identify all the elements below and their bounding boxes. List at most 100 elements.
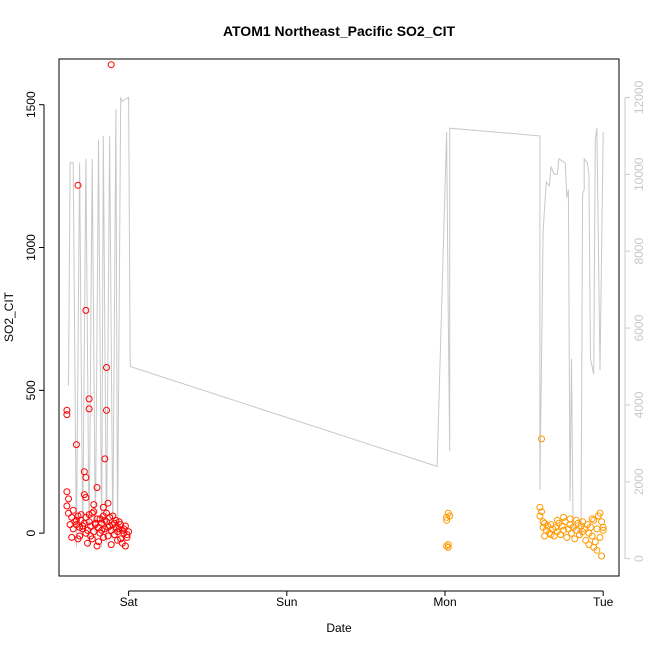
series-2-point <box>593 525 601 533</box>
series-2-point <box>579 518 587 526</box>
series-1-point <box>72 441 80 449</box>
y-axis-label: SO2_CIT <box>2 291 16 342</box>
series-1-point <box>107 541 115 549</box>
series-1-point <box>63 411 71 419</box>
series-1-point <box>103 509 110 517</box>
series-1-point <box>96 515 104 523</box>
series-1-point <box>104 499 112 507</box>
series-1-point <box>98 526 106 534</box>
series-1-point <box>120 525 128 533</box>
series-1-point <box>104 532 112 540</box>
series-2-point <box>599 523 607 531</box>
plot-frame <box>58 58 620 577</box>
series-1-point <box>93 484 101 491</box>
series-1-point <box>91 519 99 527</box>
series-2-point <box>553 516 561 524</box>
series-2-point <box>444 543 452 551</box>
series-1-point <box>99 533 107 541</box>
y-tick-label: 500 <box>24 380 38 400</box>
series-1-point <box>104 523 112 531</box>
series-1-point <box>85 395 93 403</box>
series-1-point <box>123 531 131 539</box>
series-1-point <box>115 518 123 526</box>
series-2-point <box>571 535 579 543</box>
series-2-point <box>446 512 454 520</box>
series-2-point <box>444 541 452 549</box>
x-axis: Sat Sun Mon Tue <box>120 590 614 609</box>
series-2-point <box>566 515 574 523</box>
series-1-point <box>107 61 115 69</box>
series-2-point <box>560 513 568 521</box>
y-tick-label: 1500 <box>24 91 38 118</box>
series-2-point <box>598 552 606 560</box>
y-right-tick-label: 12000 <box>632 80 646 114</box>
series-2-point <box>590 516 598 524</box>
series-1-point <box>117 535 125 543</box>
x-tick-label: Sun <box>276 595 297 609</box>
series-1-point <box>65 495 72 503</box>
series-1-point <box>101 455 109 463</box>
series-1-point <box>93 542 101 550</box>
series-2-point <box>538 508 545 516</box>
series-2-point <box>443 542 451 550</box>
series-2-point <box>599 526 607 534</box>
series-1-point <box>74 535 82 543</box>
series-2-point <box>541 532 549 540</box>
x-axis-label: Date <box>326 621 352 635</box>
x-tick-label: Tue <box>593 595 614 609</box>
y-right-tick-label: 8000 <box>632 238 646 265</box>
y-tick-label: 1000 <box>24 234 38 261</box>
series-2-point <box>560 526 568 534</box>
series-2-point <box>563 533 571 541</box>
series-1-point <box>69 525 77 533</box>
series-2-point <box>588 532 596 540</box>
x-tick-label: Mon <box>433 595 456 609</box>
series-1-point <box>115 525 123 533</box>
series-1-point <box>68 533 76 541</box>
series-1-point <box>82 306 90 314</box>
series-2-point <box>538 435 545 443</box>
series-1-point <box>79 522 87 530</box>
series-1-point <box>82 494 90 501</box>
y-axis-right: 0 2000 4000 6000 8000 10000 12000 <box>624 80 646 562</box>
series-1-point <box>90 501 98 509</box>
series-2-point <box>536 503 544 511</box>
series-1-point <box>74 181 82 189</box>
y-right-tick-label: 10000 <box>632 157 646 191</box>
series-1-point <box>85 518 93 526</box>
series-2-point <box>572 516 580 524</box>
data-points <box>63 61 607 560</box>
series-1-point <box>103 364 110 371</box>
y-axis: 0 500 1000 1500 <box>24 91 45 536</box>
series-1-point <box>63 488 71 496</box>
series-1-point <box>103 406 110 414</box>
series-1-point <box>95 538 102 546</box>
series-1-point <box>109 512 117 520</box>
y-right-tick-label: 6000 <box>632 314 646 341</box>
series-1-point <box>72 516 80 524</box>
series-2-point <box>547 531 555 539</box>
series-1-point <box>69 506 77 514</box>
y-right-tick-label: 4000 <box>632 391 646 418</box>
series-1-point <box>87 532 95 540</box>
series-1-point <box>99 503 107 511</box>
series-2-point <box>587 523 594 531</box>
x-tick-label: Sat <box>120 595 139 609</box>
series-1-point <box>63 406 71 414</box>
y-right-tick-label: 0 <box>632 555 646 562</box>
series-2-point <box>588 515 596 523</box>
series-2-point <box>596 533 604 541</box>
series-1-point <box>63 502 71 510</box>
series-2-point <box>585 541 593 549</box>
series-1-point <box>121 542 129 550</box>
y-tick-label: 0 <box>24 529 38 536</box>
series-1-point <box>82 474 90 481</box>
chart-title: ATOM1 Northeast_Pacific SO2_CIT <box>223 23 456 39</box>
series-1-point <box>90 508 98 516</box>
series-2-point <box>596 509 604 517</box>
series-1-point <box>84 539 91 547</box>
series-2-point <box>536 512 544 520</box>
series-1-point <box>85 405 93 413</box>
y-right-tick-label: 2000 <box>632 468 646 495</box>
